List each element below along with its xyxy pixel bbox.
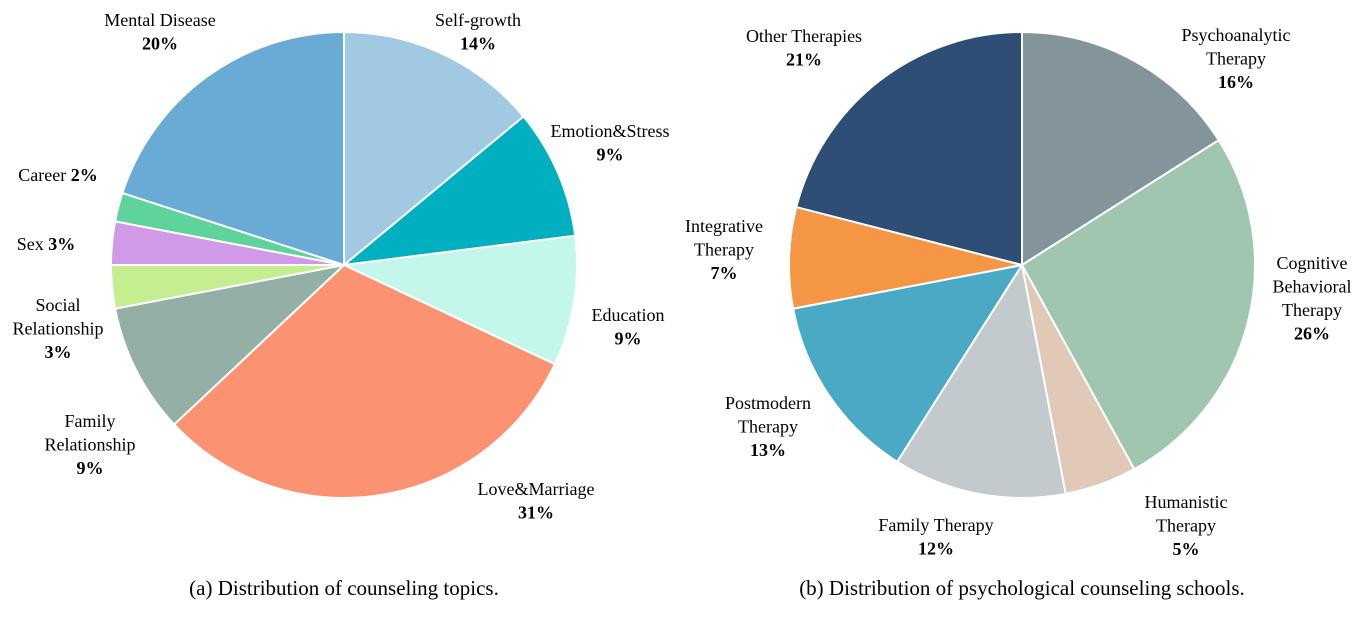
label-psychoanalytic-therapy: Psychoanalytic Therapy 16% <box>1182 25 1291 92</box>
label-education: Education 9% <box>592 305 665 349</box>
slice-integrative-therapy <box>788 205 1023 310</box>
label-family-therapy: Family Therapy 12% <box>878 515 993 559</box>
label-love-marriage: Love&Marriage 31% <box>478 479 595 523</box>
label-social-relationship: Social Relationship 3% <box>13 295 104 362</box>
slice-family-relationship <box>113 263 348 426</box>
slice-mental-disease <box>121 30 345 267</box>
slice-education <box>340 234 578 366</box>
label-integrative-therapy: Integrative Therapy 7% <box>685 216 763 283</box>
slice-emotion-stress <box>340 115 577 267</box>
caption-b: (b) Distribution of psychological counse… <box>799 576 1245 600</box>
slice-psychoanalytic-therapy <box>1021 30 1221 267</box>
label-sex: Sex 3% <box>17 234 76 254</box>
pie-chart-schools: Psychoanalytic Therapy 16% Cognitive Behavio… <box>685 25 1351 559</box>
label-career: Career 2% <box>18 165 97 185</box>
caption-a: (a) Distribution of counseling topics. <box>189 576 499 600</box>
label-postmodern-therapy: Postmodern Therapy 13% <box>725 393 811 460</box>
label-self-growth: Self-growth 14% <box>435 10 521 54</box>
label-other-therapies: Other Therapies 21% <box>746 26 862 70</box>
label-family-relationship: Family Relationship 9% <box>45 411 136 478</box>
slice-self-growth <box>343 30 525 268</box>
slice-family-therapy <box>895 262 1067 499</box>
slice-cognitive-behavioral-therapy <box>1020 138 1256 471</box>
label-cognitive-behavioral-therapy: Cognitive Behavioral Therapy 26% <box>1273 253 1352 344</box>
label-humanistic-therapy: Humanistic Therapy 5% <box>1145 492 1228 559</box>
slice-other-therapies <box>795 30 1023 267</box>
pie-chart-topics: Self-growth 14% Emotion&Stress 9% Education 9… <box>13 10 670 523</box>
label-mental-disease: Mental Disease 20% <box>104 10 215 54</box>
slice-postmodern-therapy <box>791 263 1025 464</box>
label-emotion-stress: Emotion&Stress 9% <box>550 121 669 165</box>
slice-love-marriage <box>172 263 557 499</box>
